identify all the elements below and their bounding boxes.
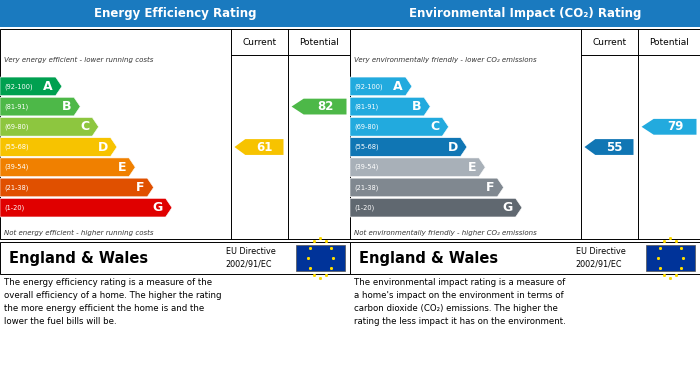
Text: Very energy efficient - lower running costs: Very energy efficient - lower running co… bbox=[4, 57, 153, 63]
Text: F: F bbox=[136, 181, 144, 194]
Text: Current: Current bbox=[242, 38, 276, 47]
Text: A: A bbox=[43, 80, 52, 93]
Text: F: F bbox=[486, 181, 494, 194]
Text: Not environmentally friendly - higher CO₂ emissions: Not environmentally friendly - higher CO… bbox=[354, 230, 536, 236]
Text: England & Wales: England & Wales bbox=[358, 251, 498, 265]
Text: (21-38): (21-38) bbox=[354, 184, 379, 191]
Bar bbox=[350, 29, 700, 239]
Polygon shape bbox=[350, 198, 522, 217]
Text: England & Wales: England & Wales bbox=[8, 251, 148, 265]
Polygon shape bbox=[0, 158, 135, 177]
Text: 79: 79 bbox=[667, 120, 683, 133]
Polygon shape bbox=[292, 99, 346, 115]
Text: E: E bbox=[118, 161, 126, 174]
Text: Energy Efficiency Rating: Energy Efficiency Rating bbox=[94, 7, 256, 20]
Polygon shape bbox=[350, 158, 485, 177]
Text: (69-80): (69-80) bbox=[354, 124, 379, 130]
Text: Current: Current bbox=[592, 38, 626, 47]
Polygon shape bbox=[0, 77, 62, 96]
Polygon shape bbox=[641, 119, 696, 135]
Text: Not energy efficient - higher running costs: Not energy efficient - higher running co… bbox=[4, 230, 153, 236]
Text: (1-20): (1-20) bbox=[354, 204, 374, 211]
Polygon shape bbox=[350, 178, 503, 197]
Bar bbox=[0, 242, 350, 274]
Text: Very environmentally friendly - lower CO₂ emissions: Very environmentally friendly - lower CO… bbox=[354, 57, 536, 63]
Polygon shape bbox=[584, 139, 634, 155]
Bar bbox=[295, 245, 344, 271]
Polygon shape bbox=[350, 138, 467, 156]
Polygon shape bbox=[0, 138, 117, 156]
Bar bbox=[0, 0, 350, 27]
Bar bbox=[350, 242, 700, 274]
Text: EU Directive
2002/91/EC: EU Directive 2002/91/EC bbox=[225, 248, 276, 269]
Polygon shape bbox=[0, 97, 80, 116]
Text: 55: 55 bbox=[606, 140, 622, 154]
Bar bbox=[0, 29, 350, 239]
Polygon shape bbox=[350, 97, 430, 116]
Text: (69-80): (69-80) bbox=[4, 124, 29, 130]
Text: 82: 82 bbox=[317, 100, 333, 113]
Polygon shape bbox=[0, 198, 172, 217]
Text: EU Directive
2002/91/EC: EU Directive 2002/91/EC bbox=[575, 248, 626, 269]
Polygon shape bbox=[350, 117, 449, 136]
Bar bbox=[645, 245, 694, 271]
Text: (39-54): (39-54) bbox=[354, 164, 379, 170]
Text: (55-68): (55-68) bbox=[354, 144, 379, 150]
Text: Potential: Potential bbox=[299, 38, 339, 47]
Text: 61: 61 bbox=[256, 140, 272, 154]
Text: (1-20): (1-20) bbox=[4, 204, 25, 211]
Text: (39-54): (39-54) bbox=[4, 164, 29, 170]
Text: B: B bbox=[62, 100, 71, 113]
Text: C: C bbox=[430, 120, 440, 133]
Text: B: B bbox=[412, 100, 421, 113]
Text: (92-100): (92-100) bbox=[354, 83, 383, 90]
Text: Potential: Potential bbox=[649, 38, 689, 47]
Text: G: G bbox=[153, 201, 163, 214]
Text: D: D bbox=[97, 140, 108, 154]
Text: C: C bbox=[80, 120, 90, 133]
Text: G: G bbox=[503, 201, 513, 214]
Text: (81-91): (81-91) bbox=[354, 103, 379, 110]
Text: (21-38): (21-38) bbox=[4, 184, 29, 191]
Text: E: E bbox=[468, 161, 476, 174]
Text: The energy efficiency rating is a measure of the
overall efficiency of a home. T: The energy efficiency rating is a measur… bbox=[4, 278, 221, 326]
Polygon shape bbox=[0, 178, 153, 197]
Text: (92-100): (92-100) bbox=[4, 83, 33, 90]
Bar bbox=[350, 0, 700, 27]
Text: D: D bbox=[447, 140, 458, 154]
Text: (55-68): (55-68) bbox=[4, 144, 29, 150]
Polygon shape bbox=[234, 139, 284, 155]
Polygon shape bbox=[350, 77, 412, 96]
Text: The environmental impact rating is a measure of
a home's impact on the environme: The environmental impact rating is a mea… bbox=[354, 278, 566, 326]
Text: (81-91): (81-91) bbox=[4, 103, 29, 110]
Polygon shape bbox=[0, 117, 99, 136]
Text: A: A bbox=[393, 80, 402, 93]
Text: Environmental Impact (CO₂) Rating: Environmental Impact (CO₂) Rating bbox=[409, 7, 641, 20]
